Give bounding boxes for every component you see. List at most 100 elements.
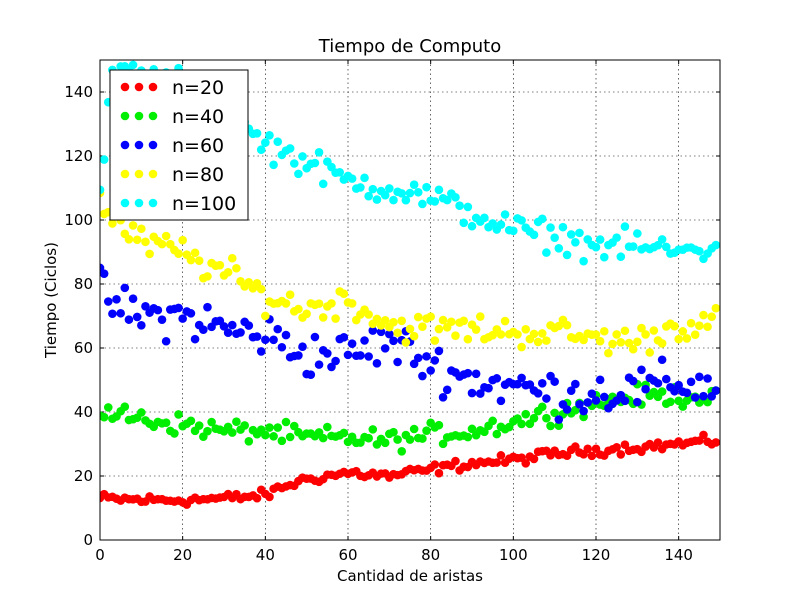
legend-marker [120,140,130,150]
data-point [434,185,444,195]
legend-box [109,69,249,221]
data-point [269,432,278,441]
data-point [120,283,130,293]
data-point [310,158,320,168]
data-point [269,160,278,170]
data-point [112,294,121,304]
legend-marker [120,169,130,179]
data-point [409,180,419,190]
data-point [207,417,216,427]
data-point [318,313,328,322]
data-point [128,60,138,70]
data-point [124,234,134,244]
data-point [294,169,303,179]
data-point [554,421,564,430]
data-point [657,387,667,396]
data-point [521,459,531,468]
data-point [558,222,568,232]
data-point [463,432,473,442]
plot-frame [99,59,721,541]
data-point [678,327,688,336]
data-point [256,347,266,356]
data-point [463,368,473,378]
data-point [190,248,200,258]
tick-labels: 0 20 40 60 80 100 120 140 0 20 40 60 80 100 120 140 [64,83,693,564]
data-point [537,329,547,338]
data-point [438,392,448,402]
data-point [426,366,435,375]
data-point [261,311,270,321]
data-point [430,336,440,345]
data-point [434,346,444,356]
data-point [298,342,307,352]
legend-label: n=60 [172,135,224,157]
data-point [463,202,473,212]
data-point [451,331,460,340]
data-point [418,199,427,209]
data-point [537,379,547,388]
data-point [389,195,398,205]
data-point [500,210,510,219]
data-point [137,224,146,234]
data-point [124,315,134,324]
data-point [657,235,667,244]
data-point [178,235,187,245]
data-point [145,249,154,259]
data-point [678,402,688,411]
y-tick-label: 140 [64,83,93,101]
data-point [509,226,518,236]
data-point [347,339,357,348]
data-point [467,424,477,434]
data-point [236,328,245,337]
data-point [699,430,708,440]
data-point [244,436,254,446]
data-point [364,191,373,201]
y-tick-label: 120 [64,147,93,165]
data-point [542,336,551,345]
data-point [306,370,316,379]
data-point [475,389,485,398]
data-point [389,336,398,346]
data-point [492,374,502,383]
data-point [261,335,270,345]
data-point [467,388,477,398]
data-point [674,334,683,344]
data-point [682,388,692,398]
data-point [393,357,402,367]
data-point [281,417,291,427]
data-point [475,312,485,321]
data-point [331,314,340,323]
data-point [492,429,502,439]
data-point [277,436,287,446]
data-point [223,328,233,338]
data-point [265,492,274,502]
data-point [281,330,291,340]
legend-marker [148,169,158,179]
data-point [108,219,117,228]
data-point [517,373,526,383]
data-point [347,432,357,442]
data-point [161,231,171,241]
data-point [405,324,415,334]
data-point [227,253,237,263]
data-point [488,219,497,228]
data-point [447,317,456,327]
data-point [562,250,572,260]
data-point [100,269,109,278]
data-point [174,410,183,419]
data-point [521,409,531,419]
data-point [591,396,601,405]
data-point [409,359,419,369]
data-point [273,324,283,334]
data-point [203,272,212,281]
data-point [343,350,353,360]
data-point [380,190,390,200]
data-point [711,303,720,313]
data-point [438,439,448,449]
data-point [418,322,427,331]
data-point [550,377,559,386]
data-point [624,338,634,348]
data-point [537,214,547,224]
data-point [616,338,626,347]
